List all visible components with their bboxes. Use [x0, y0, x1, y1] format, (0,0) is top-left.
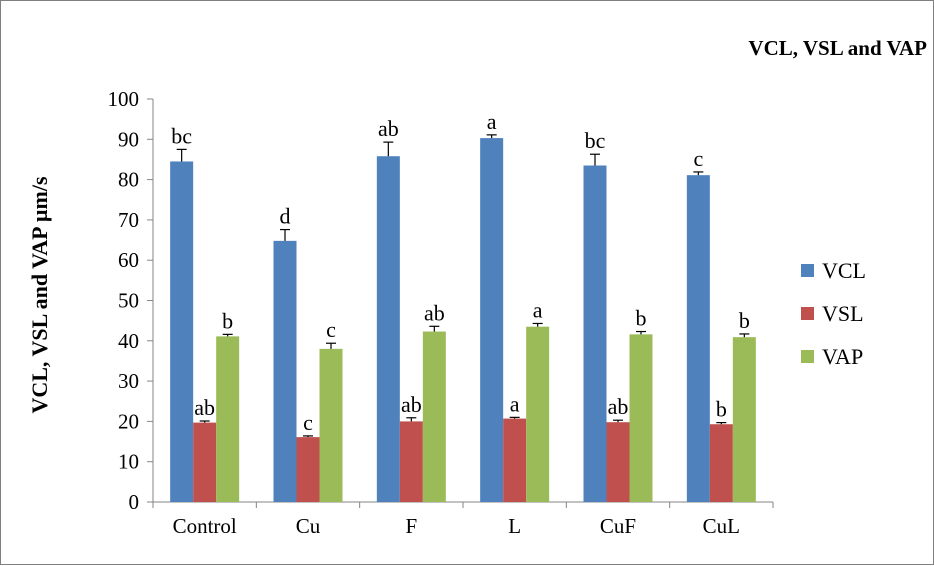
data-label: bc [171, 123, 192, 148]
legend: VCL VSL VAP [801, 258, 866, 369]
bar [732, 337, 756, 502]
data-label: ab [378, 116, 399, 141]
data-label: a [487, 109, 497, 134]
y-tick-label: 30 [118, 369, 139, 393]
data-label: a [533, 297, 543, 322]
legend-swatch [801, 307, 814, 320]
bar [170, 161, 194, 502]
bar [583, 165, 607, 502]
data-label: ab [608, 394, 629, 419]
y-tick-label: 20 [118, 409, 139, 433]
bar [319, 348, 343, 502]
legend-label: VAP [822, 344, 863, 369]
data-label: c [326, 317, 336, 342]
data-label: b [636, 306, 647, 331]
y-tick-label: 90 [118, 127, 139, 151]
data-label: b [739, 308, 750, 333]
y-axis-label: VCL, VSL and VAP µm/s [27, 176, 52, 413]
bar [480, 138, 504, 502]
bar [399, 421, 423, 502]
y-tick-label: 0 [129, 490, 140, 514]
bar [193, 422, 217, 502]
y-tick-label: 50 [118, 289, 139, 313]
bar [526, 326, 550, 502]
bar [503, 418, 527, 502]
bar [686, 175, 710, 503]
x-tick-label: L [508, 514, 521, 538]
data-label: b [716, 397, 727, 422]
x-tick-label: F [405, 514, 417, 538]
y-tick-label: 40 [118, 329, 139, 353]
data-label: d [280, 204, 291, 229]
y-tick-label: 60 [118, 248, 139, 272]
y-tick-label: 10 [118, 450, 139, 474]
chart-title: VCL, VSL and VAP [748, 36, 927, 60]
bar [709, 424, 733, 502]
y-tick-label: 70 [118, 208, 139, 232]
bar [273, 240, 297, 502]
x-tick-label: CuF [600, 514, 636, 538]
x-tick-label: Cu [296, 514, 321, 538]
bar [296, 437, 320, 502]
bar [629, 334, 653, 502]
bar [376, 156, 400, 502]
data-label: c [303, 410, 313, 435]
data-label: ab [194, 395, 215, 420]
x-tick-label: CuL [703, 514, 740, 538]
data-label: ab [401, 392, 422, 417]
bar [216, 336, 240, 502]
bar [606, 422, 630, 502]
x-tick-label: Control [173, 514, 237, 538]
data-label: ab [424, 300, 445, 325]
data-label: c [693, 146, 703, 171]
y-tick-label: 100 [108, 87, 140, 111]
legend-swatch [801, 350, 814, 363]
bar [422, 331, 446, 502]
data-label: b [222, 308, 233, 333]
legend-label: VSL [822, 301, 864, 326]
y-tick-label: 80 [118, 168, 139, 192]
legend-label: VCL [822, 258, 866, 283]
data-label: bc [585, 128, 606, 153]
data-label: a [510, 391, 520, 416]
legend-swatch [801, 264, 814, 277]
